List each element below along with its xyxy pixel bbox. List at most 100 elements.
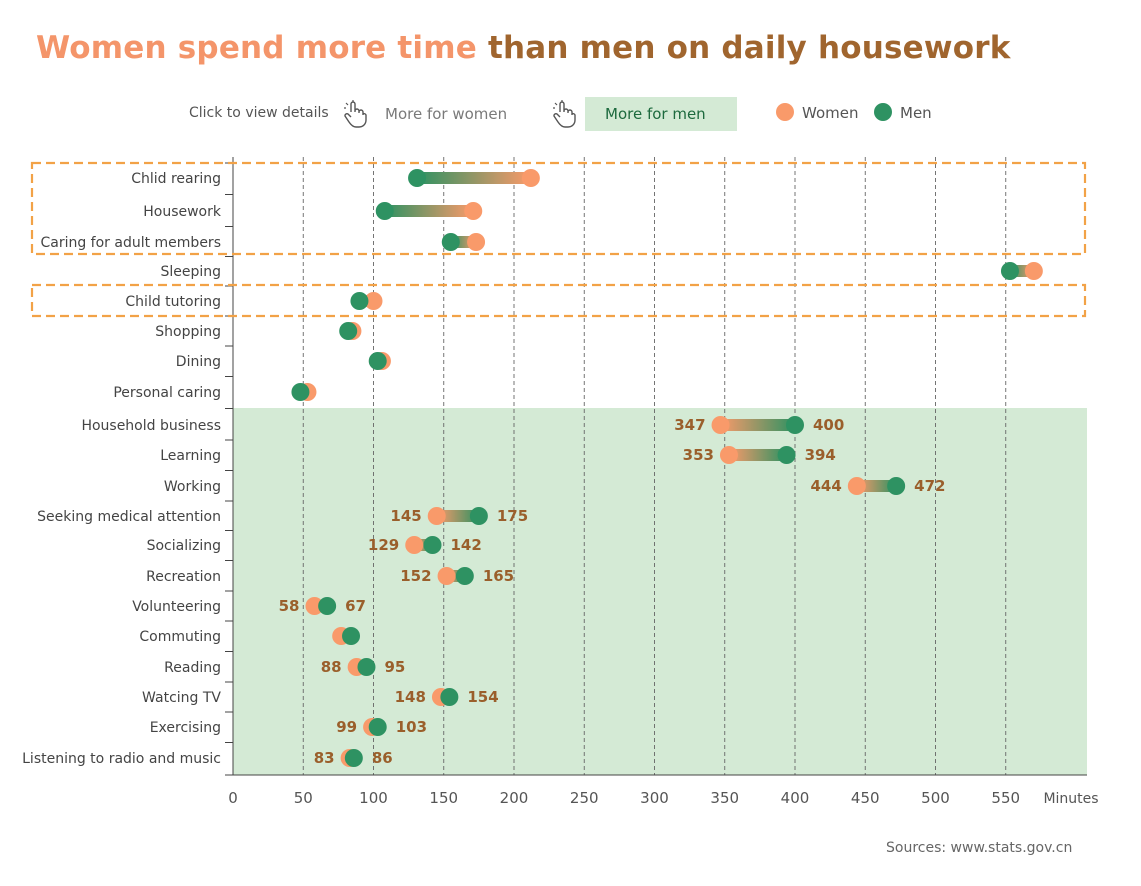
- more-for-women-button[interactable]: More for women: [385, 105, 508, 123]
- women-point: [427, 507, 446, 525]
- women-point: [372, 352, 391, 370]
- men-point: [1000, 262, 1019, 280]
- legend-women[interactable]: Women: [776, 103, 858, 122]
- category-label: Seeking medical attention: [37, 509, 221, 525]
- category-label: Recreation: [146, 569, 221, 585]
- dumbbell-bar: [372, 721, 378, 733]
- value-label: 99: [336, 718, 357, 736]
- category-label: Working: [164, 479, 221, 495]
- legend-men-label: Men: [900, 104, 932, 122]
- highlight-band: [233, 408, 1087, 775]
- title-part-highlight: Women spend more time: [36, 30, 477, 66]
- men-point: [339, 322, 358, 340]
- women-point: [298, 383, 317, 401]
- dumbbell-bar: [728, 449, 787, 461]
- value-label: 444: [811, 477, 842, 495]
- dumbbell-bar: [300, 386, 308, 398]
- value-label: 58: [279, 597, 300, 615]
- dumbbell-bar: [356, 661, 367, 673]
- x-tick-label: 350: [710, 789, 739, 807]
- men-point: [408, 169, 427, 187]
- men-point: [455, 567, 474, 585]
- click-hint: Click to view details: [189, 105, 329, 121]
- dumbbell-bar: [341, 630, 352, 642]
- men-point: [423, 536, 442, 554]
- legend-women-label: Women: [802, 104, 859, 122]
- chart-title: Women spend more time than men on daily …: [36, 30, 1011, 66]
- category-label: Listening to radio and music: [22, 751, 221, 767]
- x-tick-label: 150: [429, 789, 458, 807]
- outline-box: [30, 283, 1087, 318]
- category-label: Dining: [176, 354, 221, 370]
- women-point: [332, 627, 351, 645]
- women-point: [521, 169, 540, 187]
- category-label: Exercising: [150, 720, 221, 736]
- value-label: 142: [451, 536, 482, 554]
- men-point: [368, 352, 387, 370]
- women-point: [364, 292, 383, 310]
- men-point: [342, 627, 361, 645]
- women-point: [1024, 262, 1043, 280]
- value-label: 152: [400, 567, 431, 585]
- x-tick-label: 250: [570, 789, 599, 807]
- source-note: Sources: www.stats.gov.cn: [886, 840, 1073, 856]
- category-label: Child tutoring: [125, 294, 221, 310]
- category-label: Sleeping: [160, 264, 221, 280]
- dumbbell-bar: [856, 480, 897, 492]
- category-label: Chlid rearing: [131, 171, 221, 187]
- men-dot-icon: [874, 103, 892, 121]
- more-for-men-button[interactable]: More for men: [585, 97, 737, 131]
- women-point: [719, 446, 738, 464]
- x-tick-label: 500: [921, 789, 950, 807]
- women-point: [847, 477, 866, 495]
- dumbbell-bar: [446, 570, 465, 582]
- category-label: Caring for adult members: [40, 235, 221, 251]
- category-label: Learning: [160, 448, 221, 464]
- x-tick-label: 50: [294, 789, 313, 807]
- dumbbell-bar: [450, 236, 477, 248]
- value-label: 95: [384, 658, 405, 676]
- x-tick-label: 300: [640, 789, 669, 807]
- women-point: [431, 688, 450, 706]
- men-point: [291, 383, 310, 401]
- men-point: [368, 718, 387, 736]
- value-label: 148: [395, 688, 426, 706]
- dumbbell-bar: [359, 295, 374, 307]
- filter-controls: Click to view details More for women Mor…: [0, 96, 1141, 132]
- category-label: Volunteering: [132, 599, 221, 615]
- men-point: [357, 658, 376, 676]
- x-tick-label: 550: [991, 789, 1020, 807]
- women-point: [467, 233, 486, 251]
- x-tick-label: 450: [851, 789, 880, 807]
- value-label: 67: [345, 597, 366, 615]
- category-label: Watcing TV: [142, 690, 221, 706]
- dumbbell-bar: [384, 205, 474, 217]
- men-point: [344, 749, 363, 767]
- women-point: [363, 718, 382, 736]
- women-point: [343, 322, 362, 340]
- women-point: [347, 658, 366, 676]
- value-label: 145: [390, 507, 421, 525]
- men-point: [469, 507, 488, 525]
- women-point: [437, 567, 456, 585]
- men-point: [777, 446, 796, 464]
- outline-box: [30, 161, 1087, 256]
- men-point: [375, 202, 394, 220]
- category-label: Shopping: [155, 324, 221, 340]
- women-point: [464, 202, 483, 220]
- pointer-hand-icon: [553, 100, 576, 128]
- dumbbell-bar: [349, 752, 354, 764]
- dumbbell-bar: [417, 172, 531, 184]
- men-point: [887, 477, 906, 495]
- men-point: [350, 292, 369, 310]
- men-point: [441, 233, 460, 251]
- value-label: 165: [483, 567, 514, 585]
- dumbbell-bar: [377, 355, 382, 367]
- women-point: [711, 416, 730, 434]
- dumbbell-bar: [348, 325, 353, 337]
- men-point: [440, 688, 459, 706]
- legend-men[interactable]: Men: [874, 103, 932, 122]
- value-label: 472: [914, 477, 945, 495]
- title-part-rest: than men on daily housework: [476, 30, 1011, 66]
- value-label: 353: [683, 446, 714, 464]
